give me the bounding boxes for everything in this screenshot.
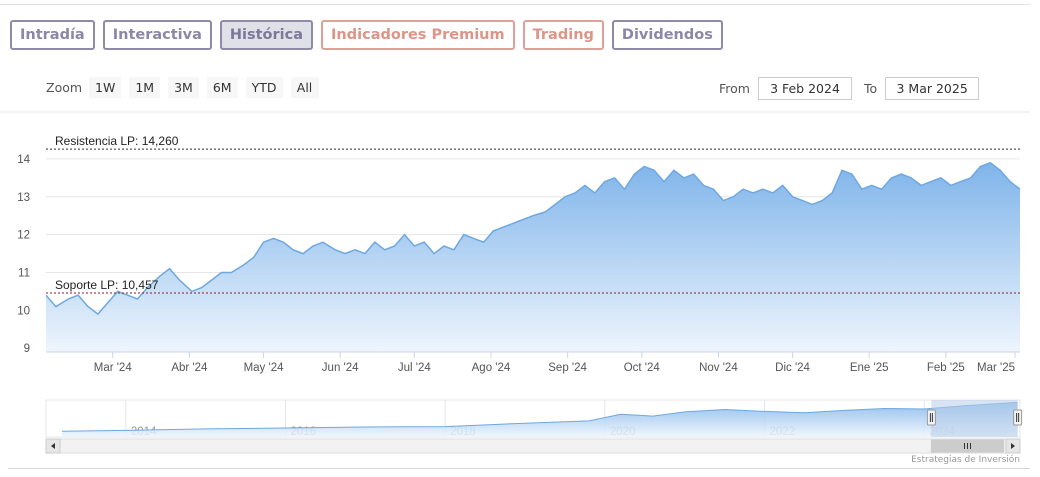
zoom-1m-button[interactable]: 1M <box>129 77 161 98</box>
scroll-left-button[interactable] <box>45 438 61 454</box>
scroll-right-button[interactable] <box>1005 438 1021 454</box>
from-label: From <box>719 81 750 96</box>
date-range: From 3 Feb 2024 To 3 Mar 2025 <box>719 77 991 100</box>
zoom-label: Zoom <box>46 80 83 95</box>
zoom-all-button[interactable]: All <box>290 77 319 98</box>
tab-indicadores-premium[interactable]: Indicadores Premium <box>321 20 515 50</box>
top-divider <box>0 4 1030 5</box>
zoom-6m-button[interactable]: 6M <box>206 77 238 98</box>
y-tick-label: 9 <box>24 343 30 355</box>
x-tick-label: Oct '24 <box>624 362 661 374</box>
to-label: To <box>863 81 878 96</box>
navigator-line <box>61 401 1018 432</box>
navigator-area <box>62 402 1018 437</box>
tab-intradia[interactable]: Intradía <box>10 20 95 50</box>
x-tick-label: Abr '24 <box>171 362 208 374</box>
y-tick-label: 11 <box>18 268 30 280</box>
x-tick-label: Sep '24 <box>548 362 587 374</box>
scroll-thumb[interactable] <box>930 439 1005 453</box>
y-tick-label: 14 <box>17 154 30 166</box>
price-area-fill <box>46 162 1020 352</box>
x-tick-label: Feb '25 <box>927 362 965 374</box>
navigator-right-handle[interactable] <box>1013 409 1023 426</box>
x-tick-label: Jul '24 <box>398 362 431 374</box>
x-tick-label: Nov '24 <box>699 362 738 374</box>
from-date-input[interactable]: 3 Feb 2024 <box>757 77 852 100</box>
x-tick-label: Ago '24 <box>472 362 511 374</box>
zoom-1w-button[interactable]: 1W <box>89 77 122 98</box>
y-tick-label: 13 <box>17 192 30 204</box>
tab-dividendos[interactable]: Dividendos <box>611 20 723 50</box>
chart-tabs: Intradía Interactiva Histórica Indicador… <box>10 20 731 50</box>
navigator-scrollbar[interactable] <box>45 438 1021 454</box>
bottom-divider <box>8 468 1030 469</box>
x-tick-label: Ene '25 <box>850 362 889 374</box>
zoom-ytd-button[interactable]: YTD <box>245 77 283 98</box>
tab-historica[interactable]: Histórica <box>219 20 314 50</box>
x-tick-label: Mar '24 <box>94 362 133 374</box>
y-tick-label: 10 <box>17 305 30 317</box>
x-tick-label: May '24 <box>244 362 285 374</box>
price-line <box>45 161 1021 316</box>
y-tick-label: 12 <box>17 230 30 242</box>
tab-interactiva[interactable]: Interactiva <box>102 20 212 50</box>
tab-trading[interactable]: Trading <box>522 20 604 50</box>
to-date-input[interactable]: 3 Mar 2025 <box>885 77 980 100</box>
x-tick-label: Mar '25 <box>977 362 1015 374</box>
x-tick-label: Dic '24 <box>775 362 810 374</box>
navigator-left-handle[interactable] <box>926 409 936 426</box>
support-line-label: Soporte LP: 10,457 <box>55 278 159 292</box>
range-selector: Zoom 1W 1M 3M 6M YTD All <box>46 77 327 98</box>
x-tick-label: Jun '24 <box>322 362 359 374</box>
credits-text: Estrategias de Inversión <box>911 455 1020 465</box>
navigator-selection-mask[interactable] <box>931 400 1018 437</box>
resistance-line-label: Resistencia LP: 14,260 <box>55 134 179 148</box>
price-chart: 9 10 11 12 13 14 Resistencia LP: 14,260 Soport… <box>0 111 1030 454</box>
zoom-3m-button[interactable]: 3M <box>168 77 199 98</box>
